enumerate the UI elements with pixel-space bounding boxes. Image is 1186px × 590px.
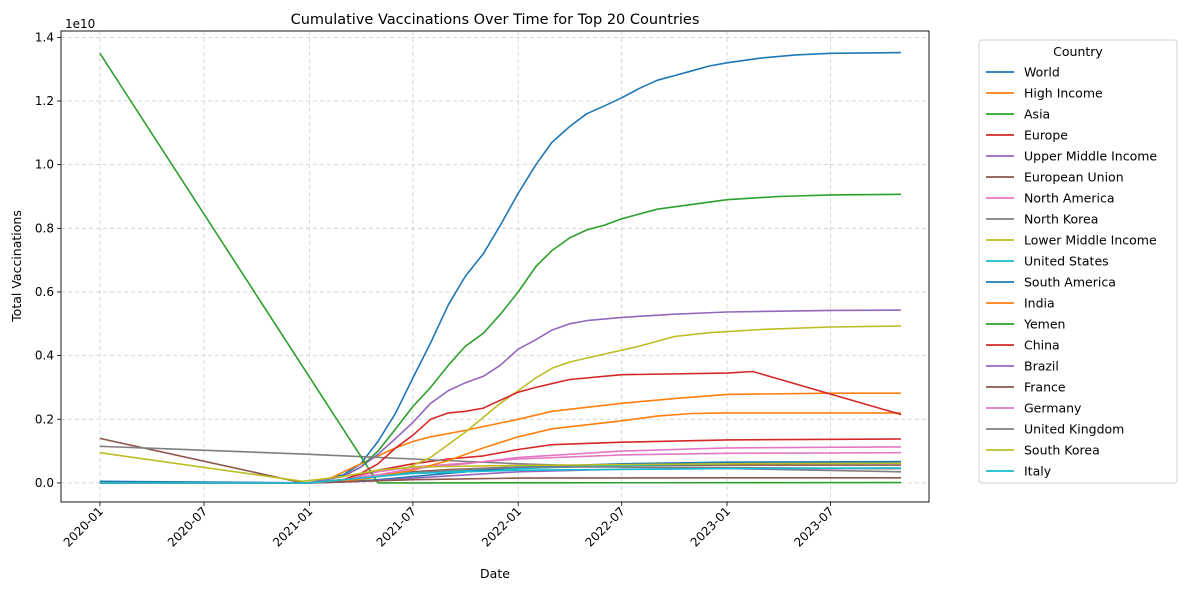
series-line-yemen (99, 52, 902, 484)
x-tick-label: 2021-07 (374, 504, 419, 549)
legend-label-india: India (1024, 296, 1055, 311)
legend-label-china: China (1024, 338, 1060, 353)
legend-title: Country (1053, 44, 1103, 59)
legend-label-north-america: North America (1024, 191, 1115, 206)
legend-label-asia: Asia (1024, 107, 1050, 122)
chart-title: Cumulative Vaccinations Over Time for To… (291, 12, 700, 28)
y-tick-label: 0.2 (35, 412, 54, 426)
series-line-upper-middle-income (99, 309, 902, 484)
legend-label-united-states: United States (1024, 254, 1109, 269)
y-tick-label: 0.8 (35, 221, 54, 235)
x-tick-label: 2022-01 (479, 504, 524, 549)
legend-label-north-korea: North Korea (1024, 212, 1098, 227)
legend-label-south-korea: South Korea (1024, 443, 1100, 458)
legend-label-brazil: Brazil (1024, 359, 1059, 374)
series-line-high-income (99, 392, 901, 484)
x-tick-label: 2020-07 (165, 504, 210, 549)
y-tick-label: 1.2 (35, 94, 54, 108)
y-tick-label: 1.0 (35, 158, 54, 172)
x-axis-label: Date (480, 566, 510, 581)
y-axis-ticks: 0.0 0.2 0.4 0.6 0.8 1.0 1.2 1.4 (35, 30, 61, 490)
legend-label-germany: Germany (1024, 401, 1082, 416)
x-tick-label: 2021-01 (270, 504, 315, 549)
legend-label-lower-middle-income: Lower Middle Income (1024, 233, 1157, 248)
x-tick-label: 2022-07 (583, 504, 628, 549)
x-tick-label: 2023-07 (791, 504, 836, 549)
y-tick-label: 0.0 (35, 476, 54, 490)
legend: Country World High Income Asia Europe Upper … (978, 39, 1178, 484)
x-axis-ticks: 2020-01 2020-07 2021-01 2021-07 2022-01 2022-… (61, 502, 837, 550)
legend-label-world: World (1024, 65, 1060, 80)
series-line-south-korea (99, 451, 902, 483)
plot-area-frame (60, 30, 930, 503)
y-tick-label: 0.6 (35, 285, 54, 299)
plot-lines (99, 51, 902, 484)
series-line-asia (99, 193, 902, 484)
series-line-world (99, 51, 902, 484)
series-line-italy (99, 467, 902, 484)
legend-label-upper-middle-income: Upper Middle Income (1024, 149, 1157, 164)
y-axis-label: Total Vaccinations (9, 210, 24, 323)
legend-label-france: France (1024, 380, 1066, 395)
legend-label-european-union: European Union (1024, 170, 1124, 185)
x-tick-label: 2020-01 (61, 504, 106, 549)
legend-label-south-america: South America (1024, 275, 1116, 290)
y-tick-label: 1.4 (35, 30, 54, 44)
legend-label-high-income: High Income (1024, 86, 1103, 101)
grid (61, 31, 929, 502)
y-tick-label: 0.4 (35, 349, 54, 363)
legend-label-united-kingdom: United Kingdom (1024, 422, 1124, 437)
y-axis-multiplier: 1e10 (65, 17, 95, 31)
legend-label-europe: Europe (1024, 128, 1068, 143)
x-tick-label: 2023-01 (688, 504, 733, 549)
series-line-india (99, 412, 901, 484)
legend-box (978, 39, 1178, 484)
legend-label-yemen: Yemen (1023, 317, 1065, 332)
legend-label-italy: Italy (1024, 464, 1052, 479)
